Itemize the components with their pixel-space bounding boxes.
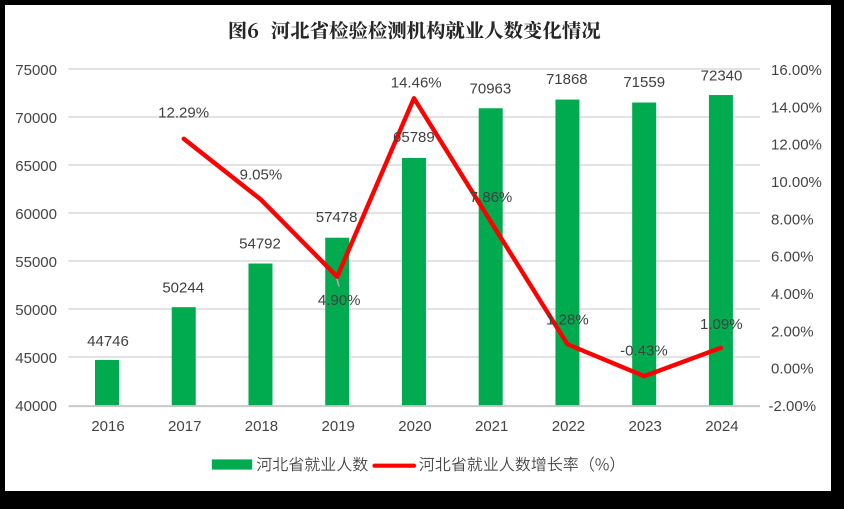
svg-text:75000: 75000 bbox=[15, 62, 57, 79]
svg-text:7.86%: 7.86% bbox=[470, 189, 513, 206]
svg-text:70963: 70963 bbox=[470, 81, 512, 98]
svg-text:54792: 54792 bbox=[239, 236, 281, 253]
svg-text:6.00%: 6.00% bbox=[771, 249, 814, 266]
svg-text:9.05%: 9.05% bbox=[240, 166, 283, 183]
svg-text:45000: 45000 bbox=[15, 350, 57, 367]
svg-text:71868: 71868 bbox=[546, 71, 588, 88]
svg-text:71559: 71559 bbox=[623, 74, 665, 91]
svg-text:12.00%: 12.00% bbox=[771, 137, 822, 154]
svg-text:1.09%: 1.09% bbox=[700, 316, 743, 333]
svg-text:12.29%: 12.29% bbox=[158, 105, 209, 122]
svg-text:2022: 2022 bbox=[552, 418, 585, 435]
svg-text:4.90%: 4.90% bbox=[318, 292, 361, 309]
svg-text:2023: 2023 bbox=[628, 418, 661, 435]
svg-text:60000: 60000 bbox=[15, 206, 57, 223]
svg-text:-2.00%: -2.00% bbox=[769, 398, 817, 415]
svg-text:4.00%: 4.00% bbox=[771, 286, 814, 303]
svg-text:8.00%: 8.00% bbox=[771, 211, 814, 228]
svg-text:2021: 2021 bbox=[475, 418, 508, 435]
svg-text:70000: 70000 bbox=[15, 110, 57, 127]
svg-text:2016: 2016 bbox=[91, 418, 124, 435]
svg-text:50000: 50000 bbox=[15, 302, 57, 319]
svg-text:2019: 2019 bbox=[322, 418, 355, 435]
svg-text:1.28%: 1.28% bbox=[546, 311, 589, 328]
svg-text:2017: 2017 bbox=[168, 418, 201, 435]
svg-text:2020: 2020 bbox=[398, 418, 431, 435]
svg-text:0.00%: 0.00% bbox=[771, 361, 814, 378]
svg-text:65789: 65789 bbox=[393, 129, 435, 146]
svg-text:2024: 2024 bbox=[705, 418, 738, 435]
svg-text:14.46%: 14.46% bbox=[391, 75, 442, 92]
svg-text:65000: 65000 bbox=[15, 158, 57, 175]
svg-text:-0.43%: -0.43% bbox=[620, 342, 668, 359]
svg-text:44746: 44746 bbox=[87, 333, 129, 350]
svg-text:50244: 50244 bbox=[162, 280, 204, 297]
svg-text:57478: 57478 bbox=[316, 209, 358, 226]
svg-text:40000: 40000 bbox=[15, 398, 57, 415]
svg-text:2018: 2018 bbox=[245, 418, 278, 435]
svg-text:16.00%: 16.00% bbox=[771, 62, 822, 79]
svg-text:55000: 55000 bbox=[15, 254, 57, 271]
svg-text:14.00%: 14.00% bbox=[771, 99, 822, 116]
svg-text:10.00%: 10.00% bbox=[771, 174, 822, 191]
svg-text:72340: 72340 bbox=[701, 67, 743, 84]
svg-text:2.00%: 2.00% bbox=[771, 323, 814, 340]
